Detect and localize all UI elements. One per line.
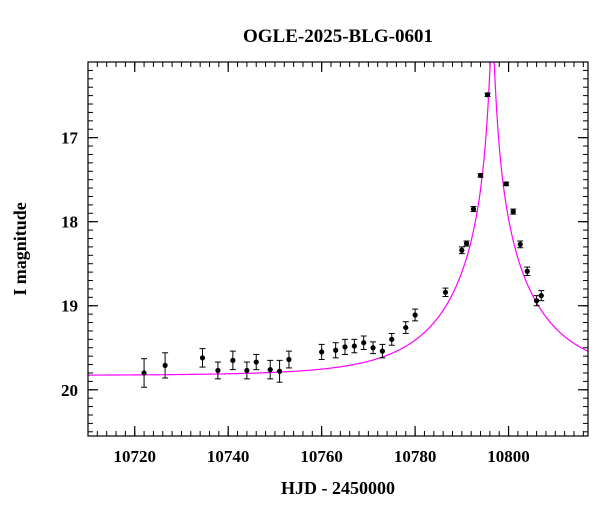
data-marker: [267, 367, 273, 373]
data-marker: [463, 240, 470, 247]
data-point: [388, 332, 395, 346]
data-marker: [215, 367, 221, 374]
data-point: [538, 290, 545, 302]
data-marker: [389, 336, 395, 342]
data-point: [214, 361, 221, 380]
data-point: [285, 350, 292, 369]
data-marker: [477, 172, 484, 179]
data-point: [524, 266, 531, 276]
data-marker: [459, 247, 465, 253]
data-marker: [370, 345, 376, 351]
data-marker: [276, 368, 283, 374]
data-point: [510, 208, 517, 215]
data-point: [360, 335, 367, 350]
data-point: [463, 240, 470, 247]
y-tick-label: 18: [61, 213, 78, 232]
data-point: [342, 338, 349, 355]
data-marker: [199, 355, 206, 361]
chart-title: OGLE-2025-BLG-0601: [243, 26, 433, 47]
data-marker: [412, 312, 418, 318]
data-point: [442, 287, 449, 297]
data-marker: [510, 209, 516, 215]
data-marker: [517, 241, 523, 247]
data-marker: [403, 324, 409, 331]
data-point: [412, 308, 419, 322]
y-tick-label: 20: [61, 381, 78, 400]
x-axis-label: HJD - 2450000: [281, 478, 395, 498]
data-point: [141, 358, 148, 388]
data-marker: [533, 298, 540, 304]
x-tick-label: 10800: [487, 447, 530, 466]
data-point: [402, 321, 409, 334]
data-marker: [442, 289, 449, 295]
data-point: [484, 92, 491, 98]
data-marker: [484, 92, 491, 98]
data-marker: [379, 348, 385, 354]
data-point: [162, 352, 169, 379]
x-tick-label: 10740: [207, 447, 250, 466]
data-marker: [253, 359, 259, 365]
data-marker: [470, 206, 477, 212]
data-point: [370, 341, 377, 355]
data-point: [470, 206, 477, 213]
data-point: [533, 295, 540, 307]
tick-labels: 10720 10740 10760 10780 10800 17 18 19 20: [61, 129, 530, 466]
data-marker: [162, 362, 168, 369]
axis-ticks: [87, 61, 588, 436]
y-tick-label: 19: [61, 297, 78, 316]
x-tick-label: 10760: [300, 447, 343, 466]
data-point: [379, 343, 386, 359]
data-marker: [244, 367, 250, 374]
data-point: [332, 342, 339, 359]
data-point: [503, 181, 510, 187]
x-tick-label: 10720: [113, 447, 156, 466]
y-tick-label: 17: [61, 129, 79, 148]
y-axis-label: I magnitude: [10, 202, 30, 296]
model-curve: [88, 62, 588, 376]
data-point: [229, 350, 236, 371]
data-point: [243, 361, 250, 380]
data-marker: [286, 356, 292, 363]
model-curve-layer: [88, 62, 588, 376]
data-point: [458, 246, 465, 255]
data-point: [517, 240, 524, 249]
data-marker: [538, 293, 544, 299]
data-point: [276, 359, 283, 383]
data-point: [318, 343, 325, 361]
data-point: [267, 359, 274, 380]
data-point: [199, 348, 206, 368]
data-marker: [319, 349, 325, 355]
data-marker: [503, 181, 509, 187]
data-marker: [141, 370, 147, 376]
data-marker: [230, 357, 236, 363]
data-point: [253, 353, 260, 371]
data-marker: [361, 340, 367, 346]
data-marker: [342, 344, 348, 350]
data-marker: [524, 268, 530, 274]
data-points-layer: [141, 92, 545, 388]
x-tick-label: 10780: [394, 447, 437, 466]
data-marker: [333, 347, 339, 353]
data-point: [351, 338, 358, 354]
plot-frame: [87, 61, 589, 437]
data-point: [477, 172, 484, 179]
data-marker: [351, 343, 357, 349]
